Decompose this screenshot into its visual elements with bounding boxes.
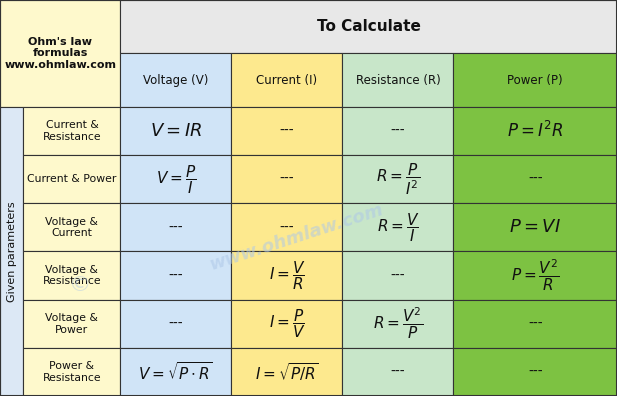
Bar [0, 0, 120, 107]
Text: Power (P): Power (P) [507, 74, 563, 87]
Text: ©: © [69, 275, 91, 295]
Bar [453, 251, 617, 300]
Bar [231, 155, 342, 203]
Text: ---: --- [528, 172, 542, 186]
Bar [453, 348, 617, 396]
Text: Power &
Resistance: Power & Resistance [43, 361, 101, 383]
Text: Current & Power: Current & Power [27, 174, 117, 184]
Bar [231, 348, 342, 396]
Bar [342, 300, 453, 348]
Bar [342, 155, 453, 203]
Bar [453, 107, 617, 155]
Text: ---: --- [391, 365, 405, 379]
Bar [231, 53, 342, 107]
Text: Voltage &
Current: Voltage & Current [46, 217, 98, 238]
Text: $P = I^2R$: $P = I^2R$ [507, 121, 563, 141]
Text: ---: --- [280, 124, 294, 138]
Bar [342, 53, 453, 107]
Text: $P = VI$: $P = VI$ [509, 218, 561, 236]
Bar [231, 203, 342, 251]
Text: Ohm's law
formulas
www.ohmlaw.com: Ohm's law formulas www.ohmlaw.com [4, 37, 116, 70]
Text: Given parameters: Given parameters [7, 201, 17, 302]
Bar [23, 251, 120, 300]
Bar [342, 251, 453, 300]
Bar [0, 107, 23, 396]
Bar [120, 203, 231, 251]
Bar [23, 203, 120, 251]
Bar [120, 53, 231, 107]
Text: ---: --- [168, 220, 183, 234]
Text: $V = \dfrac{P}{I}$: $V = \dfrac{P}{I}$ [155, 163, 196, 196]
Bar [453, 203, 617, 251]
Text: www.ohmlaw.com: www.ohmlaw.com [207, 201, 386, 274]
Text: $V = IR$: $V = IR$ [149, 122, 202, 140]
Text: ---: --- [528, 365, 542, 379]
Bar [120, 300, 231, 348]
Text: $V = \sqrt{P \cdot R}$: $V = \sqrt{P \cdot R}$ [138, 361, 213, 383]
Bar [120, 155, 231, 203]
Bar [120, 348, 231, 396]
Bar [120, 0, 617, 53]
Bar [23, 348, 120, 396]
Text: $R = \dfrac{V^2}{P}$: $R = \dfrac{V^2}{P}$ [373, 306, 423, 341]
Bar [453, 155, 617, 203]
Text: ---: --- [280, 172, 294, 186]
Text: ---: --- [168, 317, 183, 331]
Bar [231, 107, 342, 155]
Text: $I = \dfrac{V}{R}$: $I = \dfrac{V}{R}$ [268, 259, 305, 292]
Bar [231, 251, 342, 300]
Bar [453, 53, 617, 107]
Text: ---: --- [391, 268, 405, 283]
Text: Voltage &
Resistance: Voltage & Resistance [43, 265, 101, 286]
Bar [342, 203, 453, 251]
Bar [453, 300, 617, 348]
Bar [23, 107, 120, 155]
Text: Voltage &
Power: Voltage & Power [46, 313, 98, 335]
Text: To Calculate: To Calculate [317, 19, 421, 34]
Text: Current &
Resistance: Current & Resistance [43, 120, 101, 142]
Text: ---: --- [528, 317, 542, 331]
Text: $I = \sqrt{P/R}$: $I = \sqrt{P/R}$ [255, 361, 319, 383]
Text: $R = \dfrac{V}{I}$: $R = \dfrac{V}{I}$ [376, 211, 420, 244]
Bar [23, 155, 120, 203]
Text: $R = \dfrac{P}{I^2}$: $R = \dfrac{P}{I^2}$ [376, 162, 420, 197]
Bar [120, 107, 231, 155]
Text: $P = \dfrac{V^2}{R}$: $P = \dfrac{V^2}{R}$ [511, 258, 560, 293]
Text: ---: --- [168, 268, 183, 283]
Text: Resistance (R): Resistance (R) [355, 74, 441, 87]
Bar [342, 348, 453, 396]
Text: ---: --- [280, 220, 294, 234]
Bar [342, 107, 453, 155]
Text: $I = \dfrac{P}{V}$: $I = \dfrac{P}{V}$ [268, 307, 305, 340]
Bar [23, 300, 120, 348]
Text: Voltage (V): Voltage (V) [143, 74, 209, 87]
Text: ---: --- [391, 124, 405, 138]
Bar [231, 300, 342, 348]
Bar [120, 251, 231, 300]
Text: Current (I): Current (I) [256, 74, 318, 87]
